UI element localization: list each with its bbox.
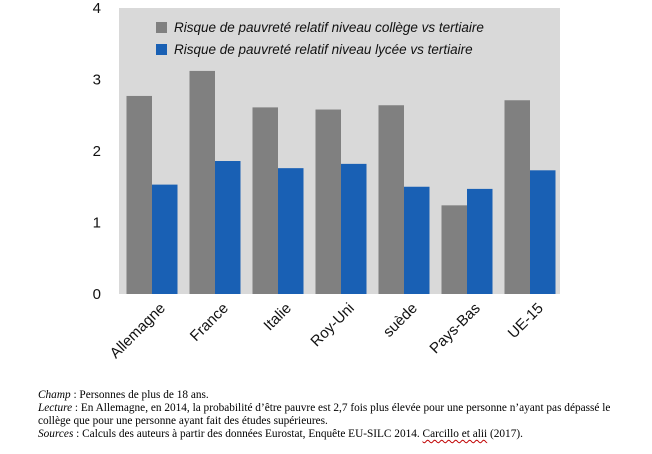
- y-axis-ticks: 0 1 2 3 4: [93, 0, 101, 303]
- bar-series-1-ue-15: [504, 100, 530, 295]
- y-tick-label: 2: [93, 143, 101, 160]
- legend-label-2: Risque de pauvreté relatif niveau lycée …: [174, 42, 473, 57]
- bar-series-2-allemagne: [152, 184, 178, 294]
- note-lecture-label: Lecture: [38, 402, 73, 414]
- legend-label-1: Risque de pauvreté relatif niveau collèg…: [174, 20, 484, 35]
- bar-series-1-italie: [252, 107, 278, 294]
- note-lecture-text: : En Allemagne, en 2014, la probabilité …: [38, 402, 611, 427]
- bar-series-1-roy-uni: [315, 109, 341, 294]
- bars: [126, 70, 556, 295]
- x-tick-label: UE-15: [505, 300, 547, 342]
- bar-series-1-allemagne: [126, 95, 152, 294]
- bar-series-2-pays-bas: [467, 188, 493, 294]
- x-axis-ticks: Allemagne France Italie Roy-Uni suède Pays-Ba…: [107, 300, 547, 362]
- legend: Risque de pauvreté relatif niveau collèg…: [156, 20, 484, 57]
- bar-series-1-pays-bas: [441, 205, 467, 294]
- legend-swatch-2: [156, 44, 167, 55]
- bar-series-1-su-de: [378, 105, 404, 295]
- x-tick-label: France: [187, 300, 232, 345]
- legend-swatch-1: [156, 22, 167, 33]
- bar-series-2-roy-uni: [341, 163, 367, 294]
- x-tick-label: Italie: [260, 300, 294, 334]
- note-sources: Sources : Calculs des auteurs à partir d…: [38, 428, 638, 441]
- bar-series-2-ue-15: [530, 170, 556, 294]
- note-sources-author: Carcillo et alii: [422, 428, 488, 440]
- note-champ-text: : Personnes de plus de 18 ans.: [70, 389, 209, 401]
- y-tick-label: 4: [93, 0, 101, 17]
- bar-series-2-su-de: [404, 186, 430, 294]
- chart-notes: Champ : Personnes de plus de 18 ans. Lec…: [38, 389, 638, 441]
- x-tick-label: Allemagne: [107, 300, 169, 362]
- bar-series-2-italie: [278, 168, 304, 294]
- x-tick-label: Roy-Uni: [307, 300, 357, 350]
- bar-chart: 0 1 2 3 4 Allemagne France Italie Roy-Uni suède P…: [93, 0, 560, 362]
- note-lecture: Lecture : En Allemagne, en 2014, la prob…: [38, 402, 638, 428]
- y-tick-label: 3: [93, 72, 101, 89]
- x-tick-label: suède: [380, 300, 421, 341]
- bar-series-1-france: [189, 70, 215, 294]
- bar-series-2-france: [215, 161, 241, 294]
- note-champ-label: Champ: [38, 389, 71, 401]
- note-sources-label: Sources: [38, 428, 74, 440]
- note-champ: Champ : Personnes de plus de 18 ans.: [38, 389, 638, 402]
- x-tick-label: Pays-Bas: [426, 300, 483, 357]
- note-sources-year: (2017).: [487, 428, 523, 440]
- y-tick-label: 0: [93, 286, 101, 303]
- y-tick-label: 1: [93, 215, 101, 232]
- note-sources-text: : Calculs des auteurs à partir des donné…: [73, 428, 423, 440]
